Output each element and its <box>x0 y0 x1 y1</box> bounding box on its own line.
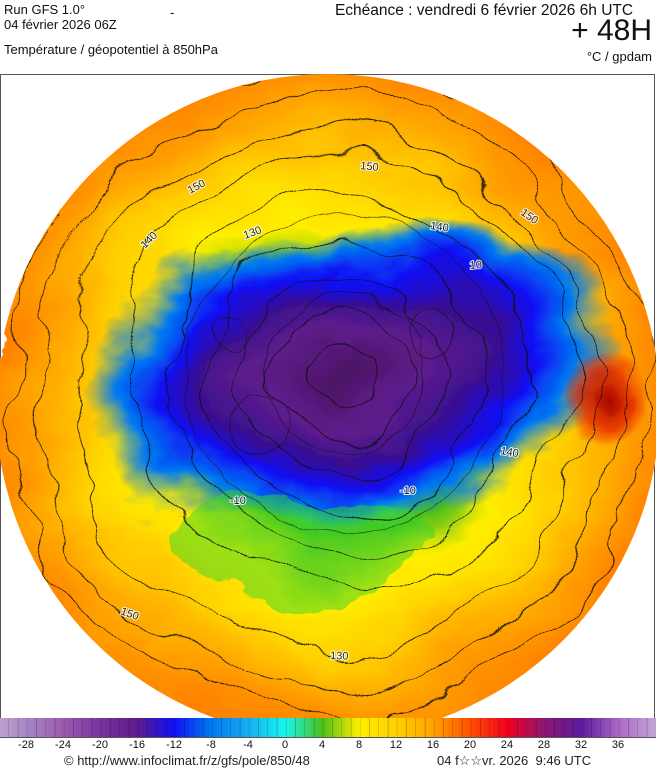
svg-text:-10: -10 <box>400 485 416 497</box>
svg-text:-10: -10 <box>230 495 246 507</box>
svg-text:140: 140 <box>430 220 450 234</box>
svg-text:150: 150 <box>360 160 380 174</box>
svg-text:130: 130 <box>330 650 349 663</box>
svg-text:10: 10 <box>469 259 482 272</box>
